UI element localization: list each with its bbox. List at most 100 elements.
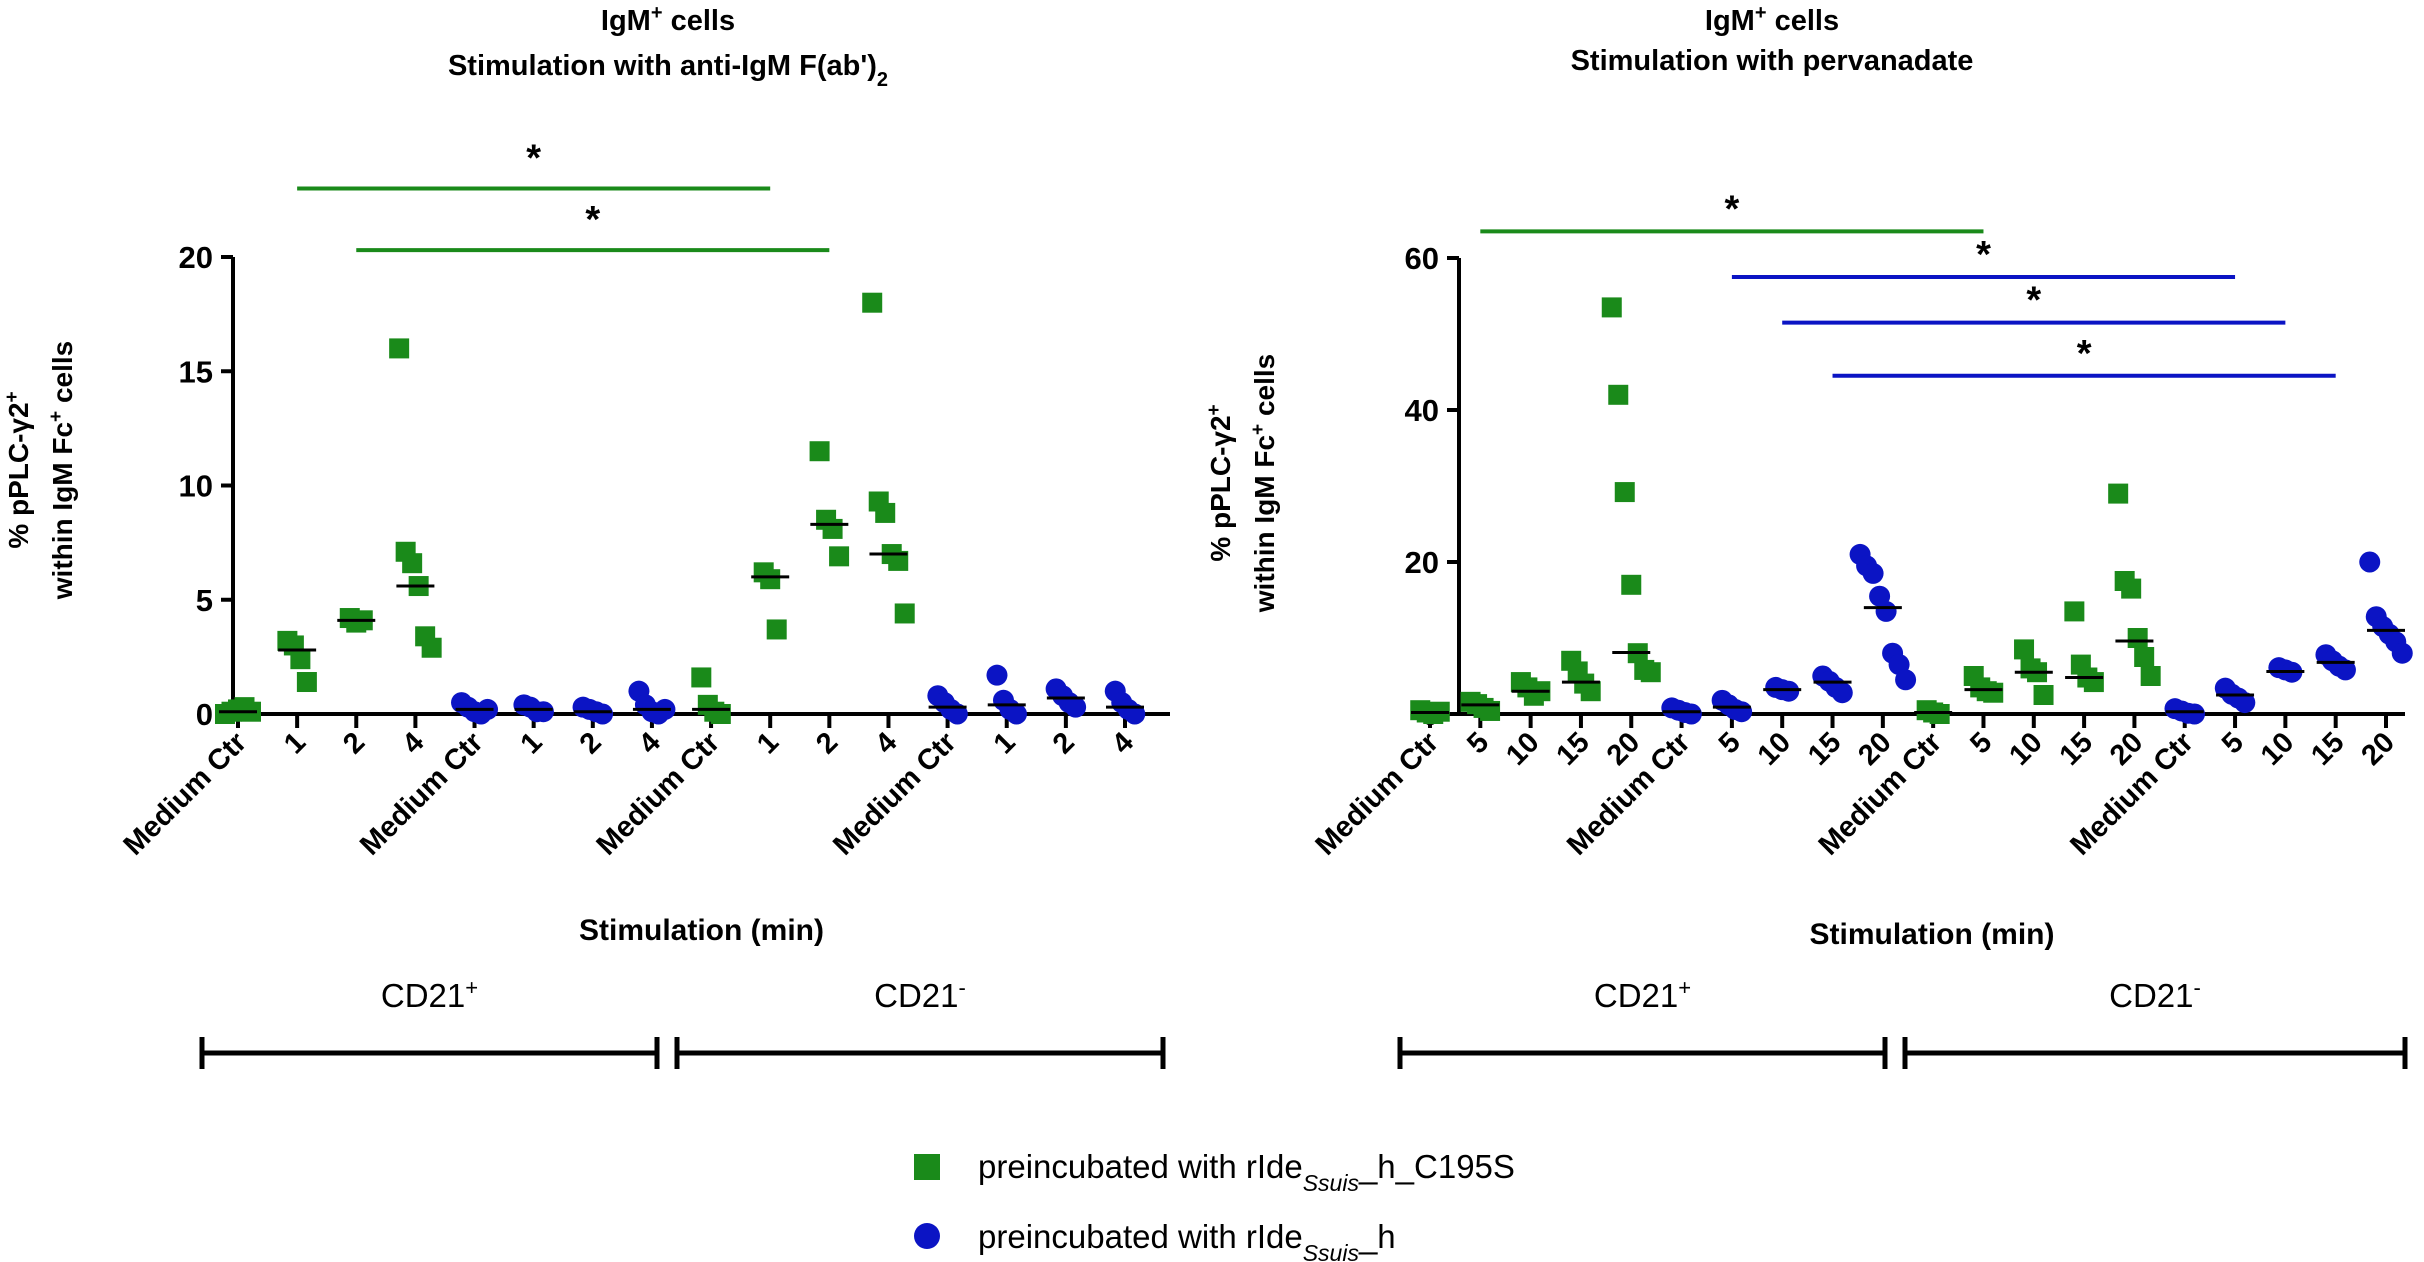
data-point-square <box>2134 647 2155 667</box>
data-point-circle <box>1862 562 1884 584</box>
data-point-square <box>894 603 915 624</box>
data-point-square <box>1580 681 1601 702</box>
data-point-circle <box>1065 696 1087 718</box>
y-axis-label-line1: % pPLC-γ2+ <box>1204 404 1237 561</box>
group-label: CD21+ <box>381 975 478 1015</box>
data-point-square <box>296 672 317 693</box>
text-part: IgM <box>1705 5 1755 37</box>
x-category-label: 10 <box>1752 726 1797 771</box>
data-point-square <box>1983 682 2004 703</box>
x-category-label: 2 <box>810 726 844 760</box>
data-point-square <box>290 649 311 670</box>
data-point-square <box>1621 574 1642 595</box>
x-category-label: 5 <box>1461 726 1495 760</box>
x-category-label: 15 <box>2305 726 2350 771</box>
data-point-square <box>1929 704 1950 724</box>
text-part: % pPLC-γ2 <box>3 402 34 548</box>
x-axis-label: Stimulation (min) <box>579 914 824 947</box>
x-category-label: Medium Ctr <box>118 726 253 861</box>
y-tick-label: 15 <box>179 354 213 389</box>
legend-circle-marker <box>914 1223 940 1249</box>
x-category-label: 1 <box>751 726 785 760</box>
text-part: CD21 <box>2109 977 2193 1014</box>
data-point-square <box>691 667 712 688</box>
x-category-label: 10 <box>2255 726 2300 771</box>
x-axis-label: Stimulation (min) <box>1810 918 2055 951</box>
data-point-square <box>2127 628 2148 648</box>
group-label: CD21- <box>2109 975 2201 1015</box>
chart-title-line1: IgM+ cells <box>601 2 735 37</box>
data-point-square <box>888 550 909 571</box>
data-point-square <box>421 637 442 658</box>
significance-star: * <box>1724 188 1739 230</box>
data-point-square <box>1601 297 1622 318</box>
x-category-label: 2 <box>1047 726 1081 760</box>
text-part: cells <box>47 341 78 411</box>
data-point-square <box>2014 639 2035 660</box>
text-part: + <box>465 975 478 1000</box>
x-category-label: 5 <box>2216 726 2250 760</box>
data-point-circle <box>1831 682 1853 704</box>
text-part: cells <box>1249 354 1280 424</box>
text-part: CD21 <box>874 977 958 1014</box>
text-part: + <box>1204 404 1225 415</box>
data-point-circle <box>1005 703 1027 725</box>
text-part: cells <box>663 5 736 37</box>
text-part: within IgM Fc <box>47 422 78 600</box>
text-part: Stimulation with pervanadate <box>1571 45 1974 77</box>
data-point-circle <box>592 703 614 725</box>
data-point-square <box>822 518 843 539</box>
data-point-circle <box>2391 642 2413 664</box>
significance-star: * <box>1976 234 1991 276</box>
y-tick-label: 5 <box>196 583 213 618</box>
y-axis-label-line1: % pPLC-γ2+ <box>2 391 35 548</box>
text-part: cells <box>1767 5 1840 37</box>
x-category-label: 1 <box>988 726 1022 760</box>
x-category-label: 5 <box>1713 726 1747 760</box>
data-point-circle <box>2234 692 2256 714</box>
x-category-label: 2 <box>337 726 371 760</box>
data-point-square <box>809 441 830 462</box>
x-category-label: 10 <box>1500 726 1545 771</box>
data-point-square <box>829 546 850 567</box>
text-part: + <box>1755 2 1767 24</box>
data-point-circle <box>2183 703 2205 725</box>
data-point-circle <box>1680 703 1702 725</box>
chart-title-line2: Stimulation with pervanadate <box>1571 45 1974 77</box>
legend-label: preincubated with rIdeSsuis_h <box>978 1218 1396 1262</box>
y-tick-label: 10 <box>179 469 213 504</box>
text-part: 2 <box>877 69 888 91</box>
x-category-label: 4 <box>396 726 430 760</box>
data-point-circle <box>1875 600 1897 622</box>
data-point-circle <box>1124 703 1146 725</box>
x-category-label: 5 <box>1964 726 1998 760</box>
chart-title-line2: Stimulation with anti-IgM F(ab')2 <box>448 50 888 91</box>
data-point-circle <box>986 664 1008 686</box>
data-point-circle <box>1778 680 1800 702</box>
y-tick-label: 20 <box>1405 545 1439 580</box>
data-point-square <box>2108 483 2129 504</box>
data-point-circle <box>2359 551 2381 573</box>
x-category-label: 1 <box>515 726 549 760</box>
x-category-label: 15 <box>1802 726 1847 771</box>
x-category-label: 4 <box>1106 726 1140 760</box>
y-tick-label: 20 <box>179 240 213 275</box>
data-point-circle <box>946 703 968 725</box>
data-point-circle <box>2334 659 2356 681</box>
y-axis-label-line2: within IgM Fc+ cells <box>1248 354 1281 613</box>
data-point-circle <box>1895 669 1917 691</box>
data-point-square <box>2033 685 2054 705</box>
y-tick-label: 40 <box>1405 393 1439 428</box>
text-part: preincubated with rIde <box>978 1218 1303 1255</box>
text-part: IgM <box>601 5 651 37</box>
text-part: + <box>1248 424 1269 435</box>
y-tick-label: 60 <box>1405 241 1439 276</box>
text-part: _h_C195S <box>1358 1148 1515 1185</box>
data-point-square <box>2083 672 2104 693</box>
significance-star: * <box>585 199 600 241</box>
x-category-label: 15 <box>1550 726 1595 771</box>
data-point-square <box>2064 601 2085 622</box>
text-part: + <box>651 2 663 24</box>
